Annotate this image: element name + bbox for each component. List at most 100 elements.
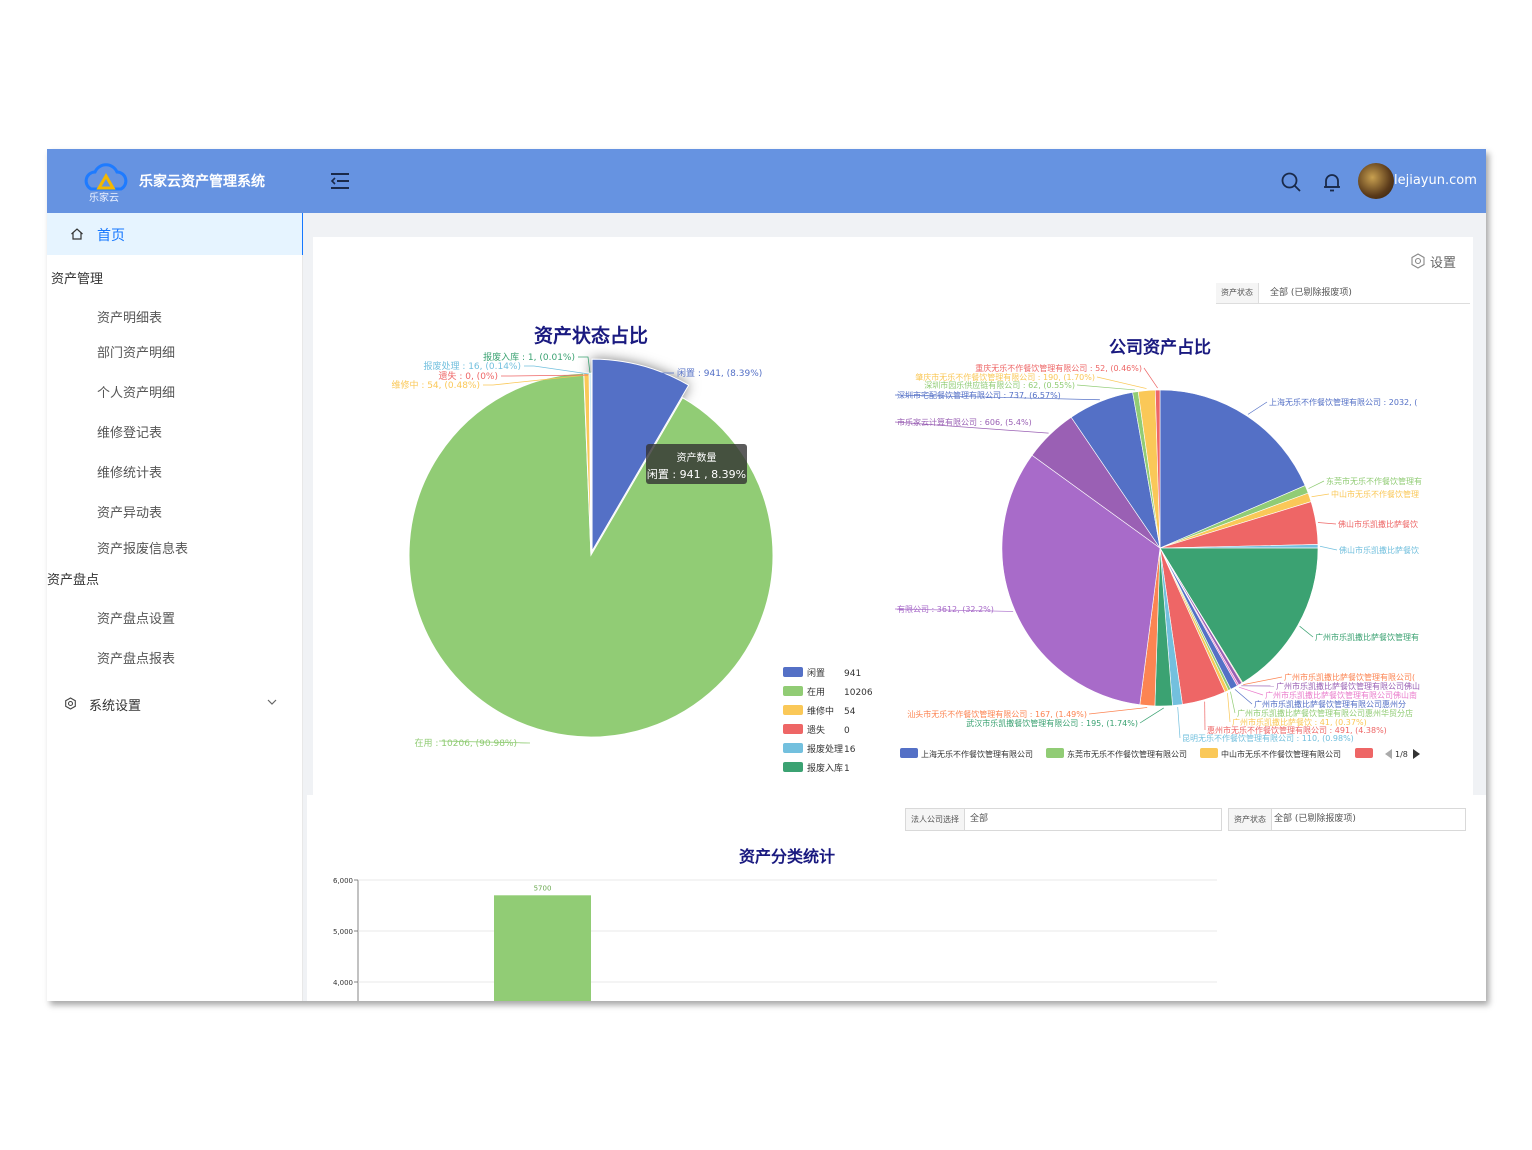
chart-tooltip: 资产数量 闲置 : 941 , 8.39%	[646, 444, 747, 484]
pie-label: 报废处理 : 16, (0.14%)	[423, 360, 521, 372]
pie-label: 肇庆市无乐不作餐饮管理有限公司 : 190, (1.70%)	[915, 372, 1095, 382]
pie-label: 佛山市乐凯撒比萨餐饮	[1338, 519, 1418, 529]
pie-label: 报废入库 : 1, (0.01%)	[483, 351, 575, 363]
pie-label: 广州市乐凯撒比萨餐饮管理有限公司惠州华贸分店	[1237, 708, 1413, 718]
pie-label-line	[894, 608, 1014, 612]
pie-slice[interactable]	[591, 358, 690, 553]
user-name[interactable]: lejiayun.com	[1394, 173, 1477, 188]
pie-slice[interactable]	[1159, 389, 1306, 549]
legend-swatch[interactable]	[783, 686, 803, 696]
pie-label: 武汉市乐凯撒餐饮管理有限公司 : 195, (1.74%)	[966, 718, 1138, 728]
legend-value: 941	[844, 669, 861, 679]
sidebar-item-home[interactable]: 首页	[47, 213, 304, 255]
menu-fold-icon[interactable]	[329, 171, 351, 191]
legend-label[interactable]: 上海无乐不作餐饮管理有限公司	[921, 749, 1033, 759]
pie-label: 昆明无乐不作餐饮管理有限公司 : 110, (0.98%)	[1182, 733, 1354, 743]
filter-label: 法人公司选择	[906, 809, 965, 830]
legend-swatch[interactable]	[783, 762, 803, 772]
pie-label-line	[438, 740, 531, 744]
pie-label-line	[1230, 691, 1236, 714]
legend-label[interactable]: 报废处理	[807, 743, 843, 755]
pie-label-line	[1247, 401, 1268, 415]
pie-label-line	[1143, 367, 1158, 389]
pie-slice[interactable]	[1159, 547, 1319, 684]
legend-label[interactable]: 中山市无乐不作餐饮管理有限公司	[1221, 749, 1341, 759]
pie-label-line	[1319, 545, 1338, 551]
pie-label-line	[1227, 693, 1231, 723]
pie-label: 汕头市无乐不作餐饮管理有限公司 : 167, (1.49%)	[907, 709, 1087, 719]
legend-label[interactable]: 在用	[807, 686, 825, 698]
category-bar-chart: 6,000 5,000 4,000 5700	[333, 877, 1217, 1001]
legend-swatch[interactable]	[900, 748, 918, 758]
filter-label: 资产状态	[1229, 809, 1272, 830]
sidebar-group-asset-mgmt[interactable]: 资产管理	[51, 272, 104, 287]
legend-swatch[interactable]	[783, 705, 803, 715]
search-icon[interactable]	[1280, 171, 1302, 193]
pie-label: 广州市乐凯撒比萨餐饮管理有限公司佛山南	[1265, 690, 1417, 700]
sidebar-item-asset-change[interactable]: 资产异动表	[97, 506, 163, 521]
bell-icon[interactable]	[1321, 171, 1343, 193]
sidebar-item-asset-scrap[interactable]: 资产报废信息表	[97, 542, 189, 557]
pie-slice[interactable]	[1154, 389, 1161, 549]
cloud-logo-icon	[84, 163, 128, 191]
legend-prev-icon[interactable]	[1385, 749, 1392, 759]
legend-swatch[interactable]	[783, 667, 803, 677]
pie-label: 中山市无乐不作餐饮管理	[1331, 489, 1419, 499]
sidebar-item-system-settings[interactable]: 系统设置	[47, 689, 302, 719]
bar[interactable]	[494, 895, 591, 1001]
pie-label: 闲置 : 941, (8.39%)	[677, 368, 762, 379]
sidebar-item-personal-asset[interactable]: 个人资产明细	[97, 386, 176, 401]
legend-value: 1	[844, 764, 850, 774]
legend-swatch[interactable]	[1355, 748, 1373, 758]
pie-label: 上海无乐不作餐饮管理有限公司 : 2032, (	[1269, 397, 1417, 407]
pie-label-line	[501, 374, 589, 377]
pie-label: 广州市乐凯撒比萨餐饮管理有限公司佛山	[1276, 681, 1420, 691]
filter-label: 资产状态	[1216, 283, 1259, 303]
legend-next-icon[interactable]	[1413, 749, 1420, 759]
tooltip-title: 资产数量	[676, 453, 717, 464]
status-chart-title: 资产状态占比	[533, 325, 648, 347]
legend-swatch[interactable]	[783, 743, 803, 753]
filter-value: 全部 (已剔除报废项)	[1274, 814, 1356, 824]
bar-value-label: 5700	[534, 884, 552, 892]
legend-page: 1/8	[1395, 750, 1408, 759]
chevron-down-icon	[267, 699, 277, 705]
settings-button[interactable]: 设置	[1410, 251, 1470, 271]
pie-label-line	[578, 356, 591, 374]
legend-swatch[interactable]	[1200, 748, 1218, 758]
tooltip-body: 闲置 : 941 , 8.39%	[646, 468, 747, 481]
pie-label-line	[1317, 522, 1337, 525]
legend-label[interactable]: 报废入库	[807, 762, 843, 774]
sidebar-item-repair-register[interactable]: 维修登记表	[97, 426, 163, 441]
legend-label[interactable]: 闲置	[807, 668, 825, 679]
asset-status-filter[interactable]: 资产状态 全部 (已剔除报废项)	[1216, 283, 1470, 304]
bottom-status-filter[interactable]: 资产状态 全部 (已剔除报废项)	[1228, 808, 1466, 831]
y-tick-label: 5,000	[333, 928, 353, 936]
sidebar-item-repair-stats[interactable]: 维修统计表	[97, 466, 163, 481]
sidebar-item-dept-asset[interactable]: 部门资产明细	[97, 346, 176, 361]
legend-label[interactable]: 维修中	[807, 705, 834, 717]
legend-value: 10206	[844, 688, 873, 698]
sidebar-item-inventory-report[interactable]: 资产盘点报表	[97, 652, 176, 667]
avatar[interactable]	[1358, 163, 1394, 199]
pie-label-line	[1076, 384, 1136, 391]
pie-label-line	[1139, 707, 1164, 724]
pie-slice[interactable]	[1001, 454, 1161, 706]
sidebar-item-label: 系统设置	[89, 699, 142, 714]
sidebar-group-inventory[interactable]: 资产盘点	[47, 573, 100, 588]
legend-swatch[interactable]	[1046, 748, 1064, 758]
company-chart-title: 公司资产占比	[1109, 338, 1211, 358]
sidebar-item-label: 首页	[97, 228, 125, 244]
pie-label: 市乐家云计算有限公司 : 606, (5.4%)	[897, 417, 1032, 427]
app-title: 乐家云资产管理系统	[139, 174, 265, 190]
company-filter[interactable]: 法人公司选择 全部	[905, 808, 1222, 831]
pie-label-line	[1311, 493, 1330, 498]
sidebar-item-inventory-settings[interactable]: 资产盘点设置	[97, 612, 176, 627]
legend-label[interactable]: 东莞市无乐不作餐饮管理有限公司	[1067, 749, 1187, 759]
pie-label-line	[1299, 625, 1314, 638]
sidebar-item-asset-detail[interactable]: 资产明细表	[97, 311, 163, 326]
legend-swatch[interactable]	[783, 724, 803, 734]
legend-label[interactable]: 遗失	[807, 724, 825, 736]
pie-label: 遗失 : 0, (0%)	[438, 370, 498, 382]
pie-label: 广州市乐凯撒比萨餐饮 : 41, (0.37%)	[1232, 717, 1367, 727]
